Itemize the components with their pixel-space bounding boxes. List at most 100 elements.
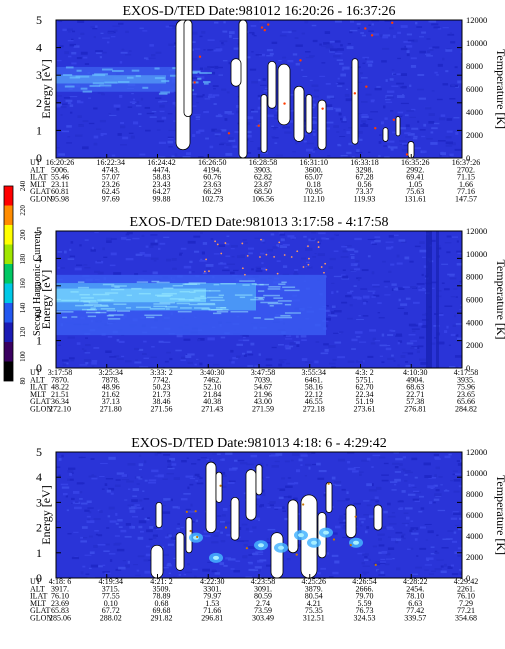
- heatmap-cell: [120, 121, 125, 125]
- heatmap-cell: [138, 499, 143, 502]
- heatmap-stripe: [436, 231, 439, 368]
- heatmap-cell: [287, 59, 294, 63]
- heatmap-cell: [250, 110, 259, 113]
- heatmap-cell: [408, 323, 416, 327]
- orbit-value: 51.19: [356, 397, 374, 406]
- heatmap-cell: [116, 548, 125, 552]
- heatmap-cell: [308, 452, 316, 455]
- heatmap-cell: [391, 283, 397, 286]
- heatmap-cell: [408, 286, 417, 289]
- heatmap-cell: [252, 552, 259, 556]
- heatmap-cell: [336, 82, 345, 85]
- heatmap-cell: [437, 28, 442, 30]
- heatmap-cell: [69, 76, 81, 79]
- colorbar-label: Second Harmonic Current: [32, 231, 43, 336]
- heatmap-cell: [198, 129, 205, 132]
- heatmap-cell: [330, 237, 335, 241]
- heatmap-cell: [291, 453, 300, 456]
- heatmap-cell: [269, 52, 274, 56]
- heatmap-cell: [85, 573, 90, 576]
- heatmap-cell: [56, 311, 74, 313]
- heatmap-cell: [332, 358, 337, 362]
- heatmap-cell: [435, 489, 440, 492]
- heatmap-cell: [357, 264, 360, 268]
- heatmap-dot: [259, 256, 261, 258]
- orbit-row-label: MLT: [30, 390, 46, 399]
- heatmap-cell: [95, 311, 107, 314]
- heatmap-cell: [172, 576, 177, 578]
- heatmap-cell: [136, 569, 140, 572]
- heatmap-cell: [434, 458, 441, 460]
- heatmap-cell: [210, 299, 225, 302]
- orbit-value: 2666.: [356, 584, 374, 593]
- heatmap-cell: [152, 271, 158, 275]
- heatmap-cell: [57, 267, 60, 269]
- heatmap-cell: [145, 245, 149, 248]
- heatmap-cell: [274, 506, 282, 509]
- heatmap-cell: [333, 310, 342, 313]
- heatmap-cell: [357, 552, 365, 555]
- heatmap-cell: [457, 462, 462, 466]
- y-right-tick-label: 4000: [466, 531, 483, 541]
- heatmap-cell: [405, 524, 408, 527]
- heatmap-cell: [274, 508, 279, 510]
- heatmap-cell: [86, 500, 92, 504]
- heatmap-cell: [325, 83, 331, 85]
- heatmap-cell: [366, 526, 370, 529]
- heatmap-cell: [71, 316, 78, 318]
- heatmap-cell: [214, 133, 221, 136]
- heatmap-cell: [358, 341, 367, 343]
- orbit-value: 65.83: [51, 606, 69, 615]
- heatmap-cell: [391, 462, 400, 465]
- heatmap-cell: [222, 507, 228, 511]
- orbit-row-label: GLON: [30, 405, 52, 414]
- y-right-tick-label: 12000: [466, 15, 487, 25]
- heatmap-cell: [342, 155, 350, 158]
- heatmap-cell: [166, 564, 172, 567]
- heatmap-cell: [193, 290, 211, 292]
- heatmap-cell: [252, 526, 257, 529]
- heatmap-cell: [304, 140, 307, 142]
- heatmap-cell: [455, 334, 459, 337]
- heatmap-cell: [212, 312, 222, 315]
- heatmap-cell: [321, 237, 326, 240]
- heatmap-cell: [417, 88, 424, 91]
- heatmap-cell: [405, 516, 410, 520]
- heatmap-cell: [343, 129, 346, 131]
- heatmap-cell: [254, 365, 260, 367]
- heatmap-cell: [203, 82, 209, 85]
- heatmap-cell: [194, 297, 207, 299]
- heatmap-cell: [430, 142, 438, 145]
- heatmap-cell: [241, 523, 248, 526]
- heatmap-cell: [158, 141, 167, 145]
- heatmap-cell: [457, 251, 462, 255]
- heatmap-cell: [459, 284, 462, 286]
- heatmap-cell: [172, 506, 179, 509]
- y-right-tick-label: 2000: [466, 340, 483, 350]
- heatmap-cell: [207, 561, 213, 563]
- heatmap-cell: [385, 101, 393, 103]
- heatmap-cell: [116, 472, 125, 475]
- orbit-value: 21.96: [254, 390, 272, 399]
- heatmap-cell: [208, 93, 213, 97]
- heatmap-cell: [242, 540, 249, 542]
- heatmap-cell: [419, 36, 425, 38]
- heatmap-cell: [80, 297, 94, 299]
- heatmap-cell: [202, 568, 211, 572]
- heatmap-cell: [370, 99, 375, 103]
- heatmap-cell: [120, 51, 128, 54]
- heatmap-cell: [180, 247, 187, 250]
- heatmap-cell: [149, 245, 154, 248]
- heatmap-cell: [150, 242, 158, 246]
- heatmap-cell: [230, 271, 235, 275]
- heatmap-cell: [56, 466, 61, 469]
- heatmap-cell: [361, 521, 364, 524]
- heatmap-cell: [288, 31, 292, 34]
- heatmap-cell: [214, 530, 220, 532]
- heatmap-cell: [459, 568, 462, 571]
- heatmap-cell: [379, 562, 386, 564]
- heatmap-cell: [245, 576, 253, 578]
- heatmap-cell: [457, 527, 462, 531]
- heatmap-cell: [167, 136, 174, 138]
- heatmap-cell: [178, 570, 181, 573]
